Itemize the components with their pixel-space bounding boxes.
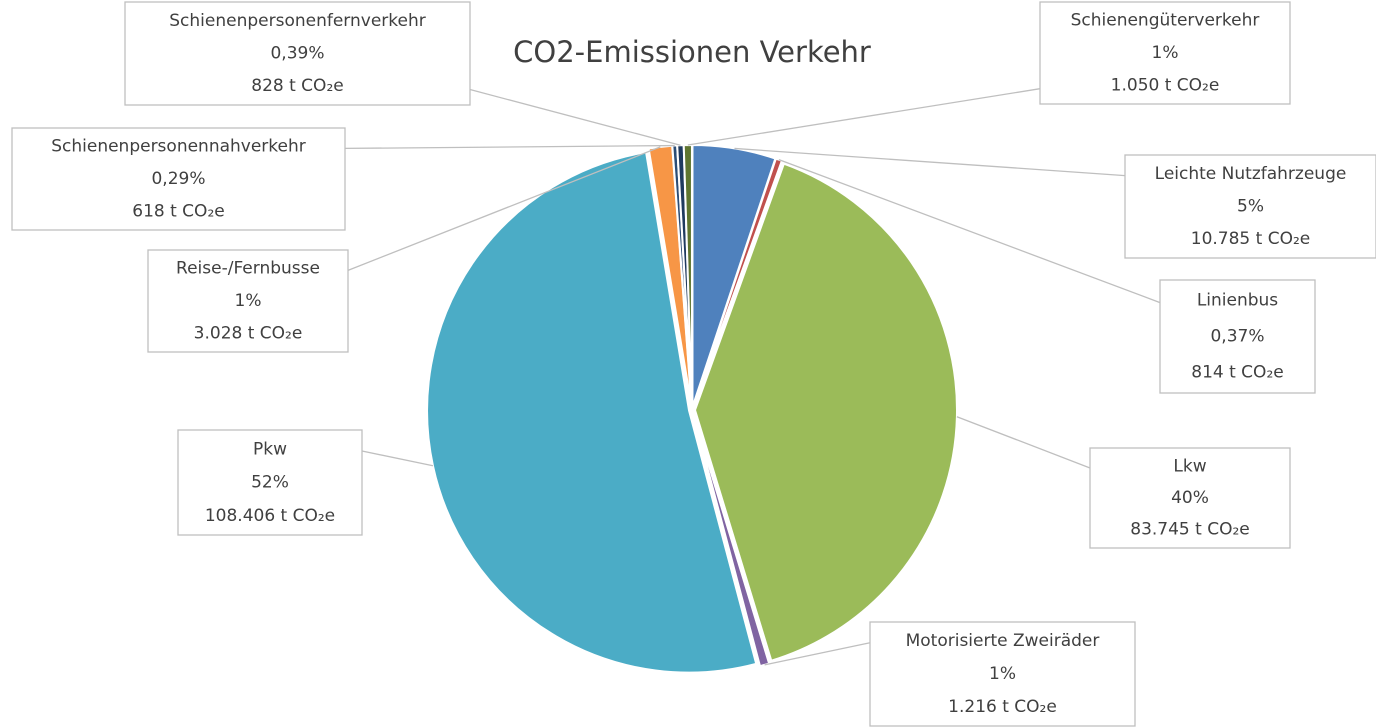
label-name: Schienengüterverkehr (1071, 11, 1260, 31)
label-percent: 0,37% (1210, 327, 1264, 347)
label-name: Lkw (1173, 456, 1206, 476)
label-name: Leichte Nutzfahrzeuge (1155, 164, 1347, 184)
leader-line (764, 642, 871, 666)
label-box (1089, 447, 1291, 549)
label-box (147, 249, 349, 353)
label-name: Linienbus (1197, 291, 1278, 311)
leader-line (344, 144, 675, 150)
label-percent: 0,39% (270, 44, 324, 64)
label-box (177, 429, 363, 536)
label-value: 1.216 t CO₂e (948, 697, 1057, 717)
label-percent: 40% (1171, 488, 1209, 508)
label-box (1124, 154, 1376, 259)
label-value: 828 t CO₂e (251, 76, 343, 96)
label-value: 1.050 t CO₂e (1111, 75, 1220, 95)
label-percent: 5% (1237, 197, 1264, 217)
label-value: 83.745 t CO₂e (1130, 520, 1249, 540)
label-percent: 0,29% (151, 169, 205, 189)
pie-slice (426, 151, 758, 674)
pie-slice (693, 162, 958, 662)
leader-line (687, 88, 1041, 146)
label-box (1039, 1, 1291, 105)
chart-title: CO2-Emissionen Verkehr (513, 35, 871, 69)
label-box (124, 1, 471, 106)
leader-line (347, 146, 661, 272)
label-value: 3.028 t CO₂e (194, 323, 303, 343)
leader-line (469, 88, 681, 146)
label-percent: 1% (989, 664, 1016, 684)
label-box (1159, 279, 1316, 394)
label-percent: 1% (235, 291, 262, 311)
label-value: 10.785 t CO₂e (1191, 229, 1310, 249)
label-name: Schienenpersonennahverkehr (51, 137, 306, 157)
leader-line (778, 159, 1161, 304)
label-box (869, 621, 1136, 727)
label-value: 618 t CO₂e (132, 201, 224, 221)
label-name: Pkw (253, 439, 287, 459)
label-value: 108.406 t CO₂e (205, 506, 335, 526)
label-box (11, 127, 346, 231)
leader-line (956, 416, 1091, 469)
label-name: Schienenpersonenfernverkehr (169, 11, 426, 31)
label-percent: 1% (1152, 43, 1179, 63)
label-name: Reise-/Fernbusse (176, 259, 320, 279)
leader-line (734, 147, 1126, 177)
leader-line (361, 450, 434, 467)
label-percent: 52% (251, 473, 289, 493)
label-value: 814 t CO₂e (1191, 362, 1283, 382)
label-name: Motorisierte Zweiräder (906, 631, 1100, 651)
